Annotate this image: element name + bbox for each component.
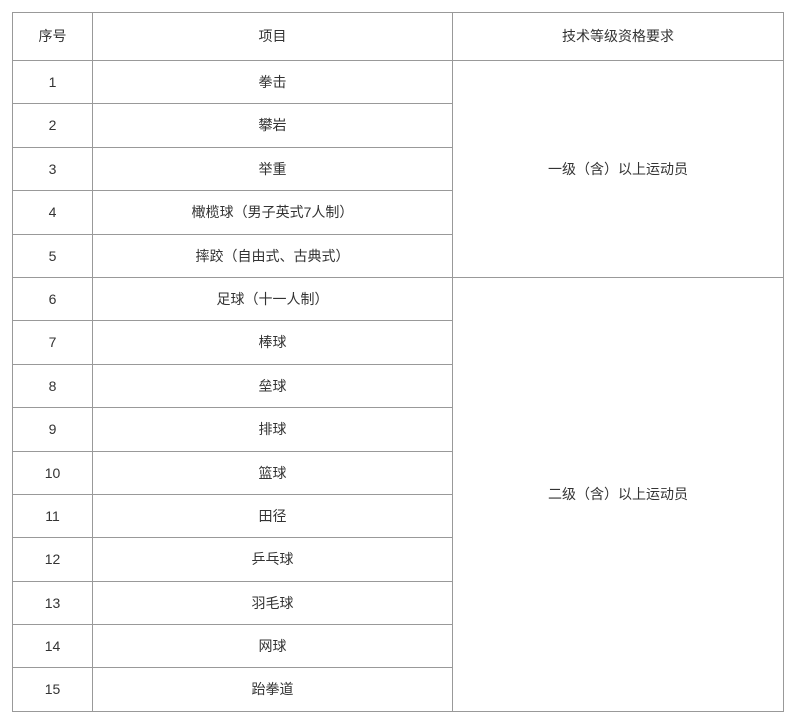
cell-seq: 8 xyxy=(13,364,93,407)
table-row: 6 足球（十一人制） 二级（含）以上运动员 xyxy=(13,277,784,320)
cell-item: 棒球 xyxy=(93,321,453,364)
cell-seq: 15 xyxy=(13,668,93,711)
cell-item: 乒乓球 xyxy=(93,538,453,581)
table-row: 1 拳击 一级（含）以上运动员 xyxy=(13,61,784,104)
cell-seq: 14 xyxy=(13,625,93,668)
cell-item: 跆拳道 xyxy=(93,668,453,711)
cell-item: 橄榄球（男子英式7人制） xyxy=(93,191,453,234)
cell-item: 摔跤（自由式、古典式） xyxy=(93,234,453,277)
cell-item: 田径 xyxy=(93,494,453,537)
cell-item: 网球 xyxy=(93,625,453,668)
cell-seq: 3 xyxy=(13,147,93,190)
cell-seq: 2 xyxy=(13,104,93,147)
cell-seq: 12 xyxy=(13,538,93,581)
col-header-req: 技术等级资格要求 xyxy=(453,13,784,61)
cell-item: 举重 xyxy=(93,147,453,190)
cell-seq: 7 xyxy=(13,321,93,364)
cell-seq: 11 xyxy=(13,494,93,537)
cell-item: 攀岩 xyxy=(93,104,453,147)
cell-seq: 6 xyxy=(13,277,93,320)
cell-req: 一级（含）以上运动员 xyxy=(453,61,784,278)
cell-seq: 9 xyxy=(13,408,93,451)
cell-item: 排球 xyxy=(93,408,453,451)
table-header-row: 序号 项目 技术等级资格要求 xyxy=(13,13,784,61)
cell-seq: 4 xyxy=(13,191,93,234)
cell-item: 拳击 xyxy=(93,61,453,104)
col-header-seq: 序号 xyxy=(13,13,93,61)
sports-qualification-table: 序号 项目 技术等级资格要求 1 拳击 一级（含）以上运动员 2 攀岩 3 举重… xyxy=(12,12,784,712)
col-header-item: 项目 xyxy=(93,13,453,61)
cell-item: 羽毛球 xyxy=(93,581,453,624)
cell-seq: 10 xyxy=(13,451,93,494)
cell-item: 垒球 xyxy=(93,364,453,407)
cell-seq: 13 xyxy=(13,581,93,624)
cell-req: 二级（含）以上运动员 xyxy=(453,277,784,711)
cell-item: 足球（十一人制） xyxy=(93,277,453,320)
cell-seq: 5 xyxy=(13,234,93,277)
cell-seq: 1 xyxy=(13,61,93,104)
cell-item: 篮球 xyxy=(93,451,453,494)
